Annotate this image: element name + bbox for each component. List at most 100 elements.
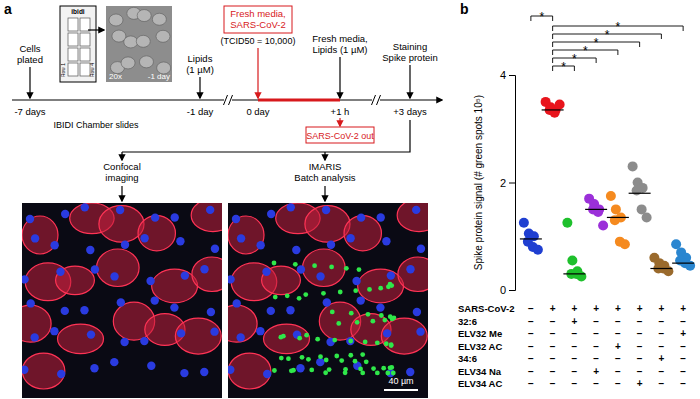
nucleus (256, 327, 264, 335)
panel-label: b (460, 1, 469, 17)
step-box (306, 127, 374, 143)
y-tick-mark (509, 290, 515, 291)
cell (305, 206, 350, 243)
significance-label: * (561, 60, 566, 74)
median-line (650, 268, 672, 269)
condition-sign: + (550, 303, 556, 314)
y-tick-label: 4 (500, 69, 506, 81)
condition-sign: − (528, 328, 534, 339)
nucleus (228, 366, 235, 374)
magnification: 20x (109, 72, 122, 81)
cell (136, 35, 150, 47)
nucleus (117, 298, 125, 306)
cell (303, 249, 346, 286)
nucleus (327, 241, 335, 249)
image-bg (22, 203, 222, 398)
nucleus (22, 366, 29, 374)
step-text: Staining (393, 41, 427, 52)
y-axis: 024 (500, 69, 516, 296)
spike-spot (366, 312, 371, 317)
nucleus (116, 206, 124, 214)
nucleus (50, 241, 58, 249)
spike-spot (323, 370, 328, 375)
data-point (562, 218, 572, 228)
nucleus (140, 337, 148, 345)
nucleus (147, 362, 155, 370)
cell (109, 14, 123, 26)
condition-sign: + (593, 303, 599, 314)
nucleus (176, 237, 184, 245)
condition-sign: − (593, 316, 599, 327)
spike-spot (272, 261, 277, 266)
nucleus (207, 308, 215, 316)
spike-spot (300, 355, 305, 360)
slide-caption: IBIDI Chamber slides (53, 120, 139, 130)
data-point (685, 261, 695, 271)
spike-spot (355, 320, 360, 325)
spike-spot (353, 288, 358, 293)
panel-b: b024Spike protein signal (# green spots … (458, 1, 695, 389)
condition-sign: − (637, 328, 643, 339)
timeline-break (224, 95, 228, 105)
condition-sign: − (637, 353, 643, 364)
nucleus (180, 369, 188, 377)
condition-sign: + (680, 328, 686, 339)
step-text: plated (17, 54, 43, 65)
data-point (620, 239, 630, 249)
nucleus (236, 333, 244, 341)
nucleus (86, 246, 94, 254)
spike-spot (379, 313, 384, 318)
step-text: (1 µM) (186, 64, 214, 75)
spike-spot (303, 292, 308, 297)
spike-spot (318, 354, 323, 359)
spike-spot (381, 366, 386, 371)
figure: aCellsplated-7 daysLipids(1 µM)-1 dayFre… (0, 0, 700, 399)
data-point (593, 207, 603, 217)
arrow (88, 29, 104, 30)
spike-spot (371, 366, 376, 371)
spike-spot (273, 295, 278, 300)
image-bg (228, 203, 428, 398)
nucleus (416, 327, 424, 335)
step-text: SARS-CoV-2 (230, 19, 285, 30)
median-line (607, 217, 629, 218)
spike-spot (357, 267, 362, 272)
data-point (576, 272, 586, 282)
infection-period (258, 99, 340, 102)
nucleus (177, 329, 185, 337)
panel-label: a (4, 1, 12, 17)
condition-sign: − (658, 366, 664, 377)
condition-label: ELV34 AC (458, 378, 502, 389)
nucleus (228, 275, 235, 283)
analysis-step: Confocal (103, 161, 141, 172)
nucleus (56, 268, 64, 276)
spike-spot (360, 371, 365, 376)
data-point (519, 218, 529, 228)
nucleus (377, 213, 385, 221)
cell (97, 249, 140, 286)
median-line (542, 109, 564, 110)
condition-sign: − (637, 316, 643, 327)
step-time: +3 days (393, 106, 427, 117)
nucleus (406, 265, 414, 273)
confocal-image (22, 203, 222, 398)
y-tick: 0 (500, 284, 515, 296)
nucleus (81, 203, 89, 211)
spike-spot (388, 282, 393, 287)
nucleus (61, 307, 69, 315)
step-text: Lipids (1 µM) (312, 44, 367, 55)
condition-label: SARS-CoV-2 (458, 303, 514, 314)
slide-well (80, 18, 90, 31)
condition-sign: − (658, 316, 664, 327)
y-axis-line (509, 76, 516, 291)
spike-spot (360, 352, 365, 357)
step-text: Cells (19, 43, 40, 54)
condition-sign: + (615, 341, 621, 352)
nucleus (140, 234, 148, 242)
spike-spot (306, 357, 311, 362)
cell (262, 266, 301, 295)
cell (191, 203, 222, 232)
cell (152, 269, 198, 303)
nucleus (322, 206, 330, 214)
spike-spot (324, 358, 329, 363)
